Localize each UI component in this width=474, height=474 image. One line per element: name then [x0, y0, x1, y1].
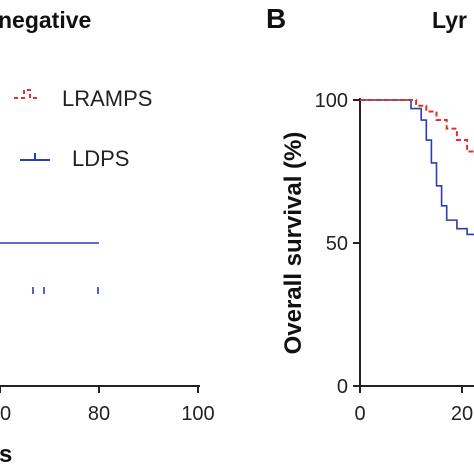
panel-a-x-tick-label: 80: [88, 403, 110, 425]
panel-a-x-tick-label: 60: [0, 403, 11, 425]
legend-label-ldps: LDPS: [72, 146, 129, 171]
panel-b-title: Lyr: [432, 7, 467, 33]
panel-b-y-tick-label: 50: [326, 233, 348, 255]
panel-b-y-tick-label: 100: [315, 90, 348, 112]
legend: LRAMPS LDPS: [14, 86, 152, 171]
panel-b-plot: Overall survival (%) 100 50 0 0 20: [280, 90, 474, 425]
panel-b-y-tick-label: 0: [337, 376, 348, 398]
panel-a-plot: 60 80 100 s: [0, 242, 215, 468]
legend-label-lramps: LRAMPS: [62, 86, 152, 111]
panel-b-letter: B: [266, 3, 286, 34]
panel-b-x-tick-label: 20: [451, 403, 473, 425]
panel-a-x-tick-label: 100: [181, 403, 214, 425]
panel-b-series-ldps: [360, 99, 474, 236]
panel-b-y-axis-label: Overall survival (%): [280, 132, 307, 355]
panel-b-series-lramps: [360, 99, 474, 153]
panel-a-x-axis-label: s: [0, 441, 12, 468]
panel-a-title: negative: [0, 7, 91, 33]
legend-item-lramps: LRAMPS: [14, 86, 152, 111]
legend-item-ldps: LDPS: [20, 146, 129, 171]
legend-line-lramps: [14, 89, 40, 99]
panel-b-x-tick-label: 0: [354, 403, 365, 425]
